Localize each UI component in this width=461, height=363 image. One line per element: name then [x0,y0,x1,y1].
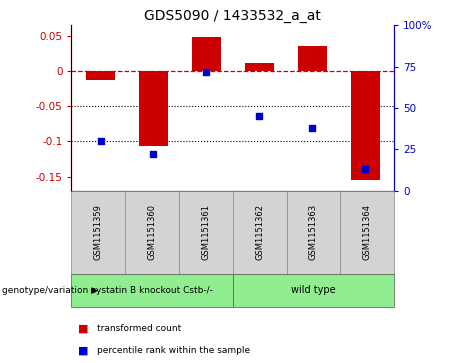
Text: cystatin B knockout Cstb-/-: cystatin B knockout Cstb-/- [91,286,213,295]
Text: GSM1151362: GSM1151362 [255,204,264,260]
Point [255,113,263,119]
Text: GSM1151360: GSM1151360 [148,204,157,260]
Point [308,125,316,131]
Bar [298,46,327,71]
Text: GSM1151361: GSM1151361 [201,204,210,260]
Text: ■: ■ [78,323,89,334]
Bar [192,37,221,71]
Text: percentile rank within the sample: percentile rank within the sample [97,346,250,355]
Text: genotype/variation ▶: genotype/variation ▶ [2,286,98,295]
Title: GDS5090 / 1433532_a_at: GDS5090 / 1433532_a_at [144,9,321,23]
Text: GSM1151359: GSM1151359 [94,204,103,260]
Point [97,138,104,144]
Bar [350,71,379,180]
Text: transformed count: transformed count [97,324,181,333]
Text: ■: ■ [78,345,89,355]
Bar [245,63,274,71]
Text: GSM1151363: GSM1151363 [309,204,318,260]
Bar [139,71,168,146]
Text: wild type: wild type [291,285,336,295]
Point [150,151,157,157]
Text: GSM1151364: GSM1151364 [363,204,372,260]
Bar [86,71,115,80]
Point [203,69,210,74]
Point [361,166,369,172]
